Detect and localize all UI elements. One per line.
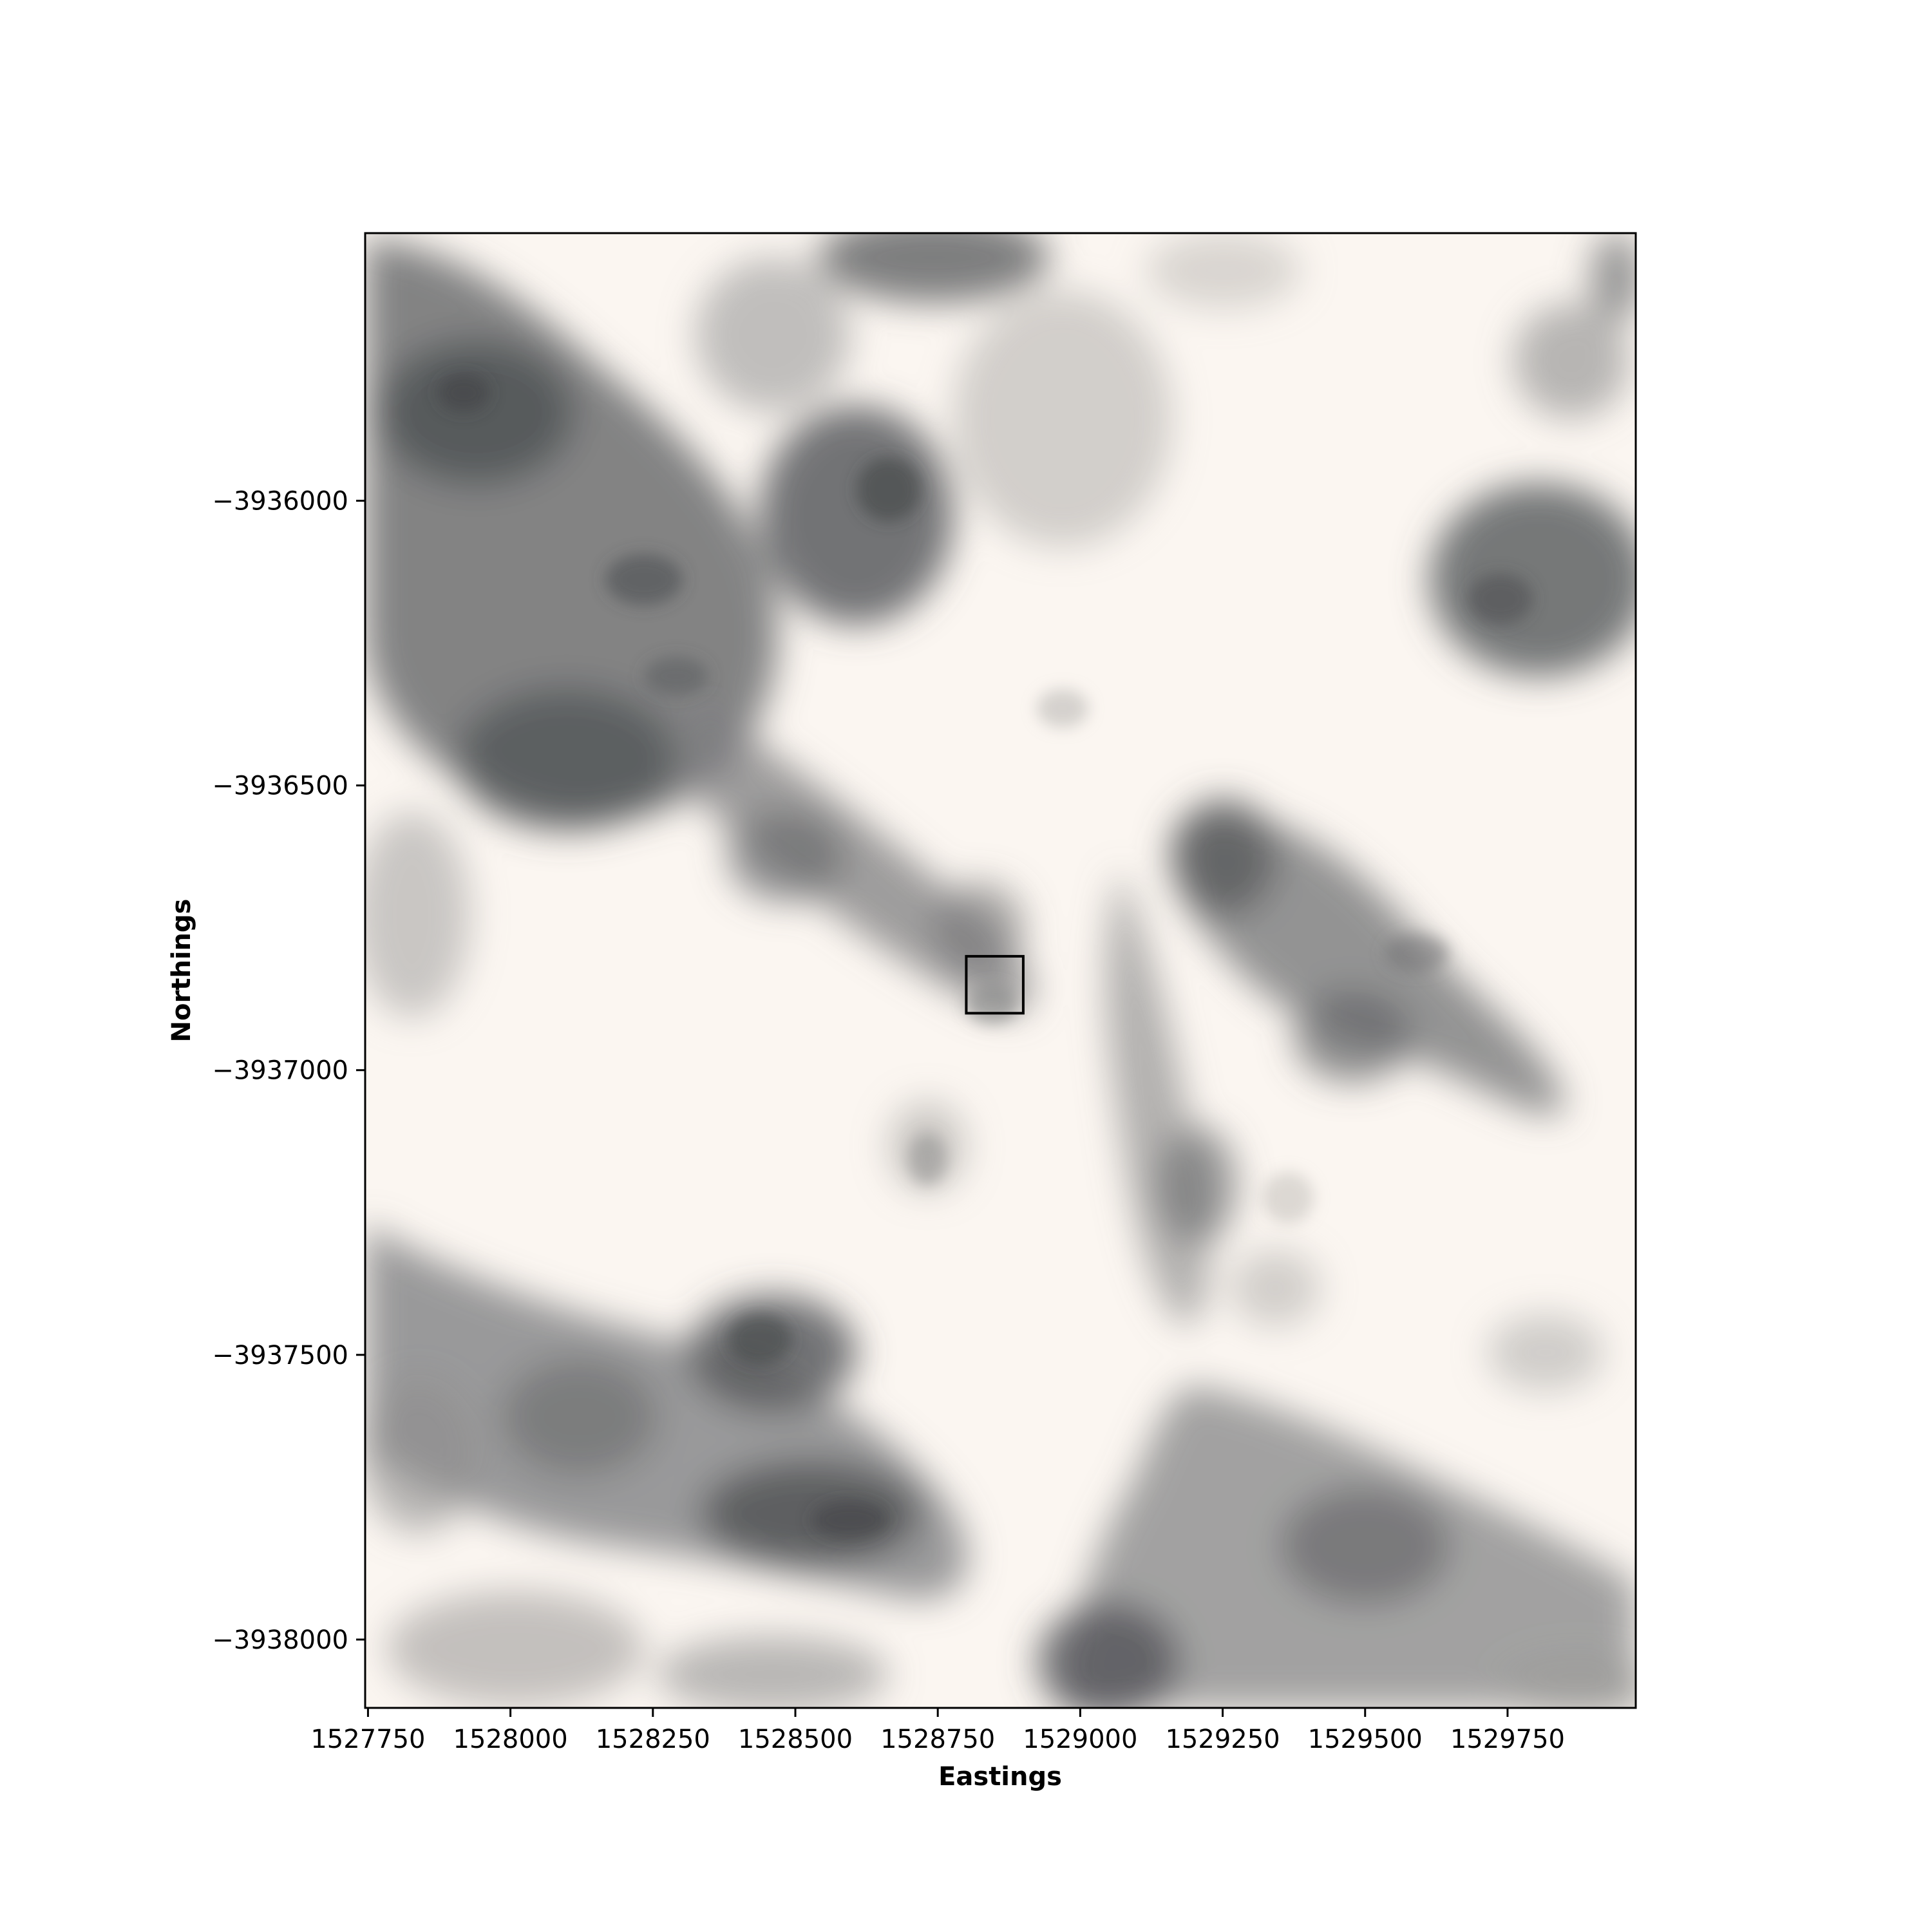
x-tick-label: 1529750 <box>1450 1725 1565 1754</box>
x-tick-label: 1528000 <box>453 1725 568 1754</box>
x-tick-label: 1527750 <box>310 1725 425 1754</box>
y-tick-label: −3936000 <box>212 487 348 516</box>
satellite-imagery <box>365 233 1636 1708</box>
y-tick-label: −3937500 <box>212 1341 348 1370</box>
vegetation-patches <box>365 233 1636 1708</box>
y-tick-label: −3936500 <box>212 772 348 801</box>
x-tick-label: 1528750 <box>880 1725 995 1754</box>
x-tick-label: 1528500 <box>738 1725 853 1754</box>
y-axis: −3936000 −3936500 −3937000 −3937500 −3938000 <box>212 487 365 1655</box>
x-axis: 1527750 1528000 1528250 1528500 1528750 15290… <box>310 1708 1565 1754</box>
x-tick-label: 1529000 <box>1023 1725 1137 1754</box>
y-tick-label: −3938000 <box>212 1625 348 1655</box>
x-tick-label: 1528250 <box>596 1725 710 1754</box>
highlight-box <box>965 954 1025 1015</box>
x-tick-label: 1529500 <box>1308 1725 1423 1754</box>
y-axis-label: Northings <box>167 899 196 1043</box>
vegetation-speckles <box>438 374 1533 1539</box>
y-tick-label: −3937000 <box>212 1056 348 1086</box>
plot-frame <box>364 232 1637 1709</box>
x-axis-label: Eastings <box>938 1762 1062 1792</box>
x-tick-label: 1529250 <box>1165 1725 1280 1754</box>
